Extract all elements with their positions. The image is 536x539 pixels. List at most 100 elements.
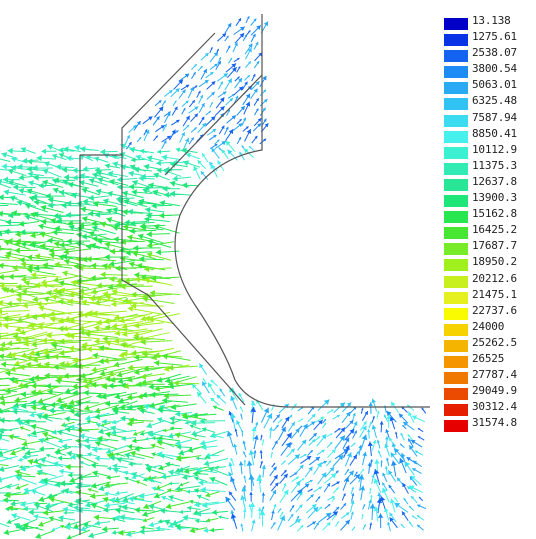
velocity-arrow-head [151, 452, 156, 457]
velocity-arrow-head [403, 421, 408, 427]
velocity-arrow-head [191, 137, 194, 141]
velocity-arrow-head [120, 415, 126, 422]
velocity-arrow-head [274, 482, 279, 487]
velocity-arrow-head [20, 501, 26, 508]
velocity-arrow-head [30, 404, 37, 411]
velocity-arrow-head [30, 232, 36, 239]
velocity-arrow-head [421, 407, 424, 411]
legend-label: 21475.1 [472, 287, 517, 301]
velocity-arrow-head [248, 43, 253, 49]
velocity-arrow [133, 337, 165, 341]
velocity-arrow-head [252, 33, 256, 38]
legend-label: 26525 [472, 351, 505, 365]
velocity-arrow-head [198, 479, 204, 486]
velocity-arrow-head [148, 478, 154, 483]
velocity-arrow-head [257, 118, 262, 122]
velocity-arrow [59, 289, 91, 297]
velocity-arrow-head [5, 219, 12, 226]
velocity-arrow-head [247, 16, 250, 19]
velocity-arrow-head [304, 483, 310, 488]
velocity-arrow-head [155, 249, 162, 256]
velocity-arrow-head [234, 42, 238, 47]
velocity-arrow-head [96, 392, 102, 399]
legend-swatch [444, 404, 468, 417]
velocity-arrow-head [61, 202, 67, 209]
velocity-arrow-head [145, 466, 152, 473]
velocity-arrow-head [111, 530, 117, 535]
legend-swatch [444, 82, 468, 95]
velocity-arrow-head [409, 445, 414, 451]
velocity-arrow-head [99, 370, 106, 377]
legend-row: 8850.41 [440, 127, 536, 143]
velocity-arrow-head [43, 480, 49, 486]
velocity-arrow-head [131, 349, 137, 356]
velocity-arrow-head [108, 260, 115, 267]
velocity-arrow-head [153, 172, 160, 179]
velocity-arrow-head [81, 341, 88, 349]
velocity-arrow-head [54, 261, 60, 268]
velocity-arrow-head [240, 406, 242, 409]
legend-swatch [444, 178, 468, 191]
velocity-arrow-head [7, 168, 14, 175]
velocity-arrow-head [376, 498, 383, 504]
velocity-arrow-head [194, 85, 198, 88]
velocity-arrow-head [103, 357, 110, 364]
velocity-arrow-head [379, 421, 384, 425]
velocity-arrow-head [229, 58, 232, 61]
velocity-arrow-head [75, 255, 81, 263]
velocity-arrow-head [50, 401, 56, 409]
velocity-arrow-head [248, 61, 251, 65]
velocity-arrow-head [333, 514, 336, 518]
velocity-arrow-head [61, 166, 68, 173]
velocity-arrow-head [91, 366, 98, 373]
velocity-arrow-head [179, 509, 184, 514]
velocity-arrow-head [143, 403, 150, 410]
velocity-arrow-head [399, 458, 405, 464]
velocity-arrow-head [317, 462, 322, 468]
legend-row: 29049.9 [440, 384, 536, 401]
velocity-arrow-head [8, 273, 14, 280]
velocity-arrow-head [301, 478, 305, 481]
velocity-arrow-head [211, 433, 216, 439]
velocity-arrow-head [228, 411, 233, 416]
velocity-arrow-head [84, 331, 91, 338]
legend-swatch [444, 18, 468, 30]
velocity-arrow-head [295, 428, 300, 433]
velocity-arrow-head [301, 439, 307, 445]
velocity-arrow-head [299, 492, 303, 496]
velocity-arrow-head [238, 461, 244, 466]
velocity-arrow-head [376, 410, 380, 414]
velocity-arrow-head [10, 366, 16, 373]
velocity-arrow-head [94, 156, 100, 162]
legend-swatch [444, 195, 468, 208]
velocity-arrow-head [276, 414, 280, 419]
velocity-arrow-head [52, 287, 58, 294]
velocity-arrow-head [198, 90, 201, 94]
velocity-arrow-head [130, 157, 136, 163]
velocity-arrow-head [24, 312, 30, 319]
velocity-arrow-head [133, 334, 139, 341]
velocity-arrow-head [15, 238, 21, 245]
velocity-arrow-head [55, 377, 61, 385]
color-legend: 13.138 1275.61 2538.07 3800.54 5063.01 6325.4… [440, 14, 536, 433]
velocity-arrow-head [373, 478, 380, 484]
velocity-arrow-head [356, 451, 359, 454]
velocity-arrow-head [146, 252, 153, 259]
velocity-arrow-head [157, 149, 162, 155]
velocity-arrow-head [128, 183, 135, 190]
velocity-arrow-head [191, 384, 197, 389]
velocity-arrow-head [248, 30, 251, 33]
velocity-arrow-head [286, 432, 292, 439]
velocity-arrow-head [227, 149, 233, 155]
velocity-arrow-head [377, 492, 382, 497]
velocity-arrow-head [170, 403, 177, 411]
velocity-arrow-head [44, 436, 49, 441]
velocity-arrow-head [361, 407, 364, 410]
velocity-arrow-head [293, 403, 297, 407]
velocity-arrow-head [87, 378, 94, 385]
velocity-arrow-head [21, 288, 27, 295]
velocity-arrow-head [101, 526, 108, 533]
velocity-arrow-head [296, 516, 299, 519]
velocity-arrow [58, 300, 90, 306]
geometry-outline [79, 14, 430, 535]
